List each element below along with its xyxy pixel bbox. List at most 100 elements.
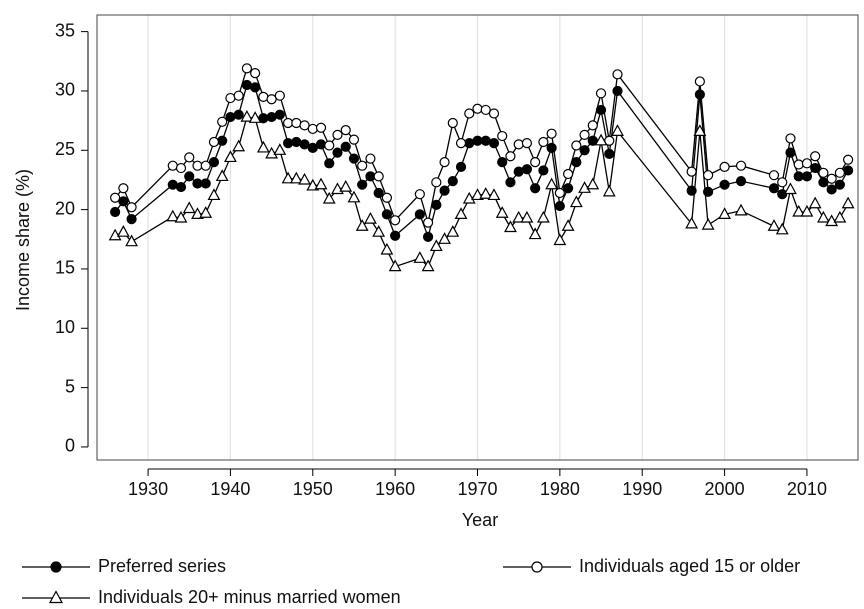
marker bbox=[825, 214, 839, 227]
marker bbox=[126, 214, 137, 225]
marker bbox=[505, 177, 516, 188]
marker bbox=[513, 166, 524, 177]
marker bbox=[834, 179, 845, 190]
marker bbox=[265, 146, 279, 159]
marker bbox=[504, 220, 517, 233]
marker bbox=[546, 142, 557, 154]
marker bbox=[431, 177, 442, 188]
legend-label: Preferred series bbox=[98, 556, 226, 576]
legend-marker bbox=[531, 561, 543, 573]
marker bbox=[357, 160, 368, 171]
marker bbox=[734, 203, 748, 216]
marker bbox=[248, 111, 262, 123]
marker bbox=[315, 139, 327, 150]
legend-marker bbox=[48, 590, 64, 604]
marker bbox=[834, 167, 845, 178]
marker bbox=[373, 171, 384, 182]
x-tick-label: 1950 bbox=[293, 479, 333, 499]
marker bbox=[768, 170, 780, 181]
marker bbox=[439, 185, 450, 196]
marker bbox=[604, 148, 615, 159]
marker bbox=[282, 138, 294, 149]
marker bbox=[414, 209, 425, 220]
marker bbox=[538, 165, 549, 176]
marker bbox=[175, 181, 187, 193]
marker bbox=[454, 207, 468, 220]
marker bbox=[438, 232, 451, 244]
y-tick-label: 5 bbox=[65, 376, 75, 396]
marker bbox=[184, 152, 195, 163]
marker bbox=[703, 170, 714, 181]
marker bbox=[562, 183, 574, 194]
marker bbox=[488, 108, 500, 119]
marker bbox=[703, 186, 714, 197]
x-tick-label: 2000 bbox=[705, 479, 745, 499]
x-tick-label: 2010 bbox=[787, 479, 827, 499]
marker bbox=[340, 125, 351, 136]
marker bbox=[579, 129, 590, 140]
marker bbox=[357, 179, 368, 190]
marker bbox=[225, 111, 236, 123]
marker bbox=[569, 195, 583, 208]
marker bbox=[225, 92, 236, 104]
marker bbox=[332, 129, 343, 140]
marker bbox=[273, 143, 287, 155]
marker bbox=[497, 130, 508, 142]
marker bbox=[208, 157, 220, 168]
marker bbox=[447, 176, 458, 187]
marker bbox=[480, 104, 491, 116]
marker bbox=[579, 145, 590, 156]
marker bbox=[521, 138, 533, 149]
marker bbox=[512, 210, 526, 223]
marker bbox=[306, 178, 320, 191]
marker bbox=[175, 162, 187, 174]
marker bbox=[521, 164, 533, 175]
marker bbox=[373, 187, 384, 199]
marker bbox=[513, 139, 524, 150]
marker bbox=[390, 215, 401, 226]
marker bbox=[365, 153, 376, 164]
marker bbox=[421, 259, 435, 272]
x-tick-label: 1970 bbox=[457, 479, 497, 499]
marker bbox=[125, 234, 139, 247]
marker bbox=[274, 109, 285, 120]
marker bbox=[364, 212, 377, 224]
marker bbox=[298, 172, 311, 185]
marker bbox=[291, 136, 302, 148]
marker bbox=[785, 133, 796, 144]
marker bbox=[800, 204, 814, 217]
marker bbox=[554, 200, 565, 212]
marker bbox=[413, 251, 427, 263]
marker bbox=[281, 171, 295, 184]
marker bbox=[843, 154, 854, 165]
legend-label: Individuals aged 15 or older bbox=[579, 556, 800, 576]
marker bbox=[322, 191, 336, 204]
marker bbox=[471, 188, 484, 201]
marker bbox=[429, 239, 443, 252]
marker bbox=[488, 138, 500, 149]
marker bbox=[381, 192, 393, 203]
marker bbox=[116, 225, 130, 237]
marker bbox=[266, 94, 277, 105]
marker bbox=[777, 189, 788, 200]
marker bbox=[390, 230, 401, 241]
marker bbox=[241, 63, 252, 74]
marker bbox=[693, 124, 707, 136]
marker bbox=[694, 76, 705, 87]
marker bbox=[224, 150, 237, 163]
marker bbox=[571, 157, 582, 168]
marker bbox=[110, 206, 121, 218]
marker bbox=[167, 160, 178, 171]
marker bbox=[233, 90, 244, 101]
marker bbox=[479, 187, 493, 199]
marker bbox=[347, 190, 361, 203]
marker bbox=[495, 206, 509, 218]
marker bbox=[505, 151, 516, 162]
marker bbox=[266, 111, 277, 123]
marker bbox=[562, 168, 574, 180]
marker bbox=[818, 167, 829, 178]
marker bbox=[355, 219, 369, 231]
y-tick-label: 25 bbox=[55, 139, 75, 159]
legend-marker bbox=[50, 561, 62, 573]
